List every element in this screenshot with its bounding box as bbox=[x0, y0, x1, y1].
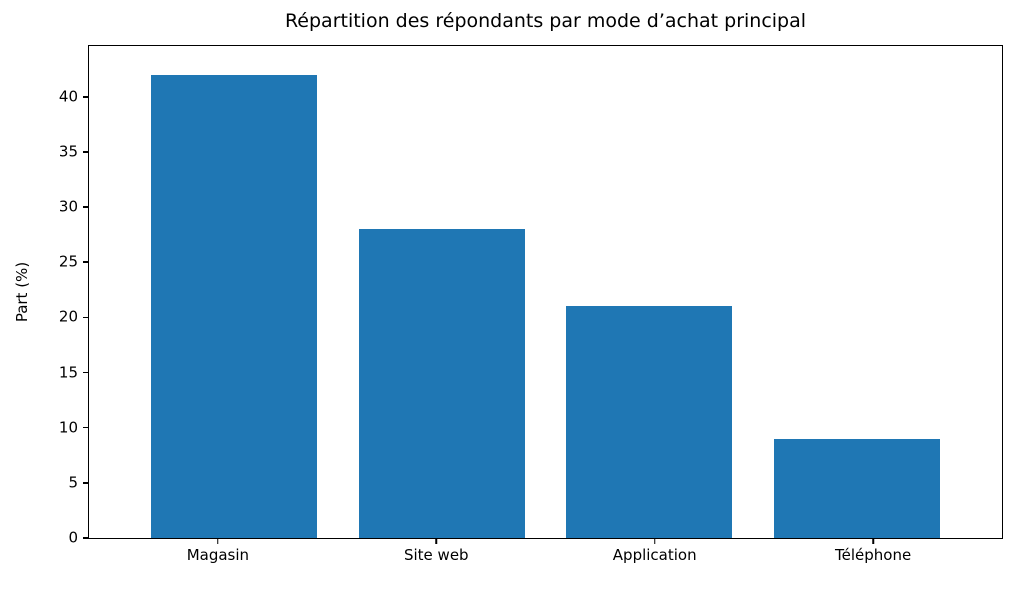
x-tick-label: Téléphone bbox=[835, 546, 912, 564]
bar-cell-application bbox=[546, 46, 754, 538]
y-tick-mark bbox=[83, 316, 89, 319]
x-tick-label: Magasin bbox=[186, 546, 250, 564]
x-tick-label: Application bbox=[612, 546, 697, 564]
x-tick-mark bbox=[217, 538, 219, 544]
bar-cell-magasin bbox=[130, 46, 338, 538]
y-tick-label: 25 bbox=[58, 252, 78, 271]
y-tick-label: 20 bbox=[58, 307, 78, 326]
x-tick-mark bbox=[653, 538, 656, 544]
bar bbox=[151, 74, 318, 538]
y-tick-mark bbox=[83, 371, 89, 374]
bar-cell-site-web bbox=[338, 46, 546, 538]
chart-title: Répartition des répondants par mode d’ac… bbox=[284, 10, 807, 32]
y-tick-label: 40 bbox=[58, 87, 78, 106]
y-axis-label: Part (%) bbox=[13, 261, 31, 323]
plot-area: 0 5 10 15 20 25 30 35 40 Magasin Site web Applicat… bbox=[59, 45, 1003, 563]
y-tick-mark bbox=[83, 426, 89, 429]
x-tick-mark bbox=[872, 538, 874, 544]
y-tick-mark bbox=[83, 96, 89, 98]
x-tick-label: Site web bbox=[403, 546, 469, 564]
bar bbox=[773, 438, 940, 538]
y-tick-mark bbox=[83, 482, 89, 484]
bars-container bbox=[89, 46, 1002, 538]
y-tick-label: 15 bbox=[58, 363, 78, 382]
bar bbox=[358, 229, 525, 538]
y-tick-label: 5 bbox=[68, 473, 78, 492]
bar bbox=[566, 306, 733, 538]
y-tick-label: 10 bbox=[58, 418, 78, 437]
y-tick-mark bbox=[83, 151, 89, 153]
y-tick-mark bbox=[83, 537, 89, 539]
y-tick-label: 30 bbox=[58, 197, 78, 216]
bar-cell-téléphone bbox=[753, 46, 961, 538]
y-tick-label: 0 bbox=[68, 528, 78, 547]
x-tick-mark bbox=[435, 538, 438, 544]
y-tick-mark bbox=[83, 206, 89, 208]
y-tick-label: 35 bbox=[58, 142, 78, 161]
y-tick-mark bbox=[83, 261, 89, 263]
